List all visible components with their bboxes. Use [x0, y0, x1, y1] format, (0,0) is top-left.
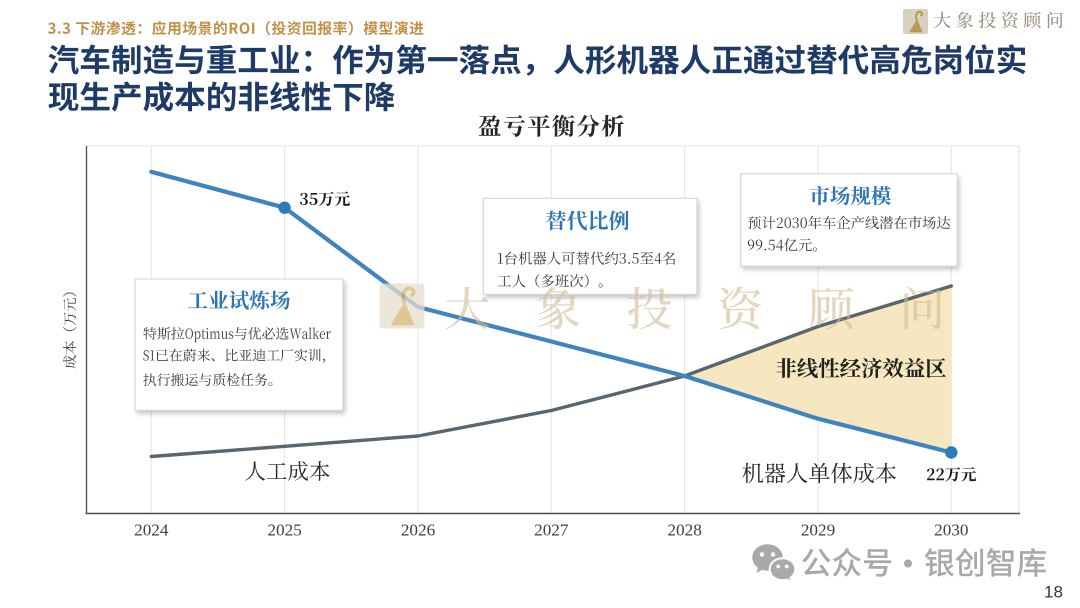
- svg-text:18: 18: [1044, 583, 1063, 602]
- svg-text:2028: 2028: [667, 521, 701, 540]
- svg-text:2030: 2030: [934, 521, 968, 540]
- svg-text:2026: 2026: [401, 521, 436, 540]
- svg-text:2025: 2025: [267, 521, 301, 540]
- svg-text:2027: 2027: [534, 521, 569, 540]
- svg-text:2029: 2029: [801, 521, 835, 540]
- svg-text:2024: 2024: [134, 521, 169, 540]
